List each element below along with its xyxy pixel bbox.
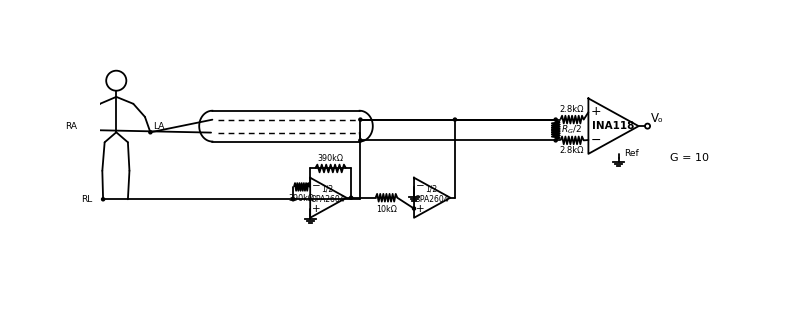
Text: INA118: INA118 [592,121,634,131]
Text: 10kΩ: 10kΩ [376,205,397,214]
Text: +: + [415,204,424,214]
Circle shape [554,139,558,142]
Text: 2.8kΩ: 2.8kΩ [560,146,584,155]
Text: +: + [590,105,602,118]
Circle shape [102,198,105,201]
Circle shape [554,118,558,121]
Circle shape [149,131,152,134]
Circle shape [359,139,362,142]
Circle shape [454,118,457,121]
Text: $R_G/2$: $R_G/2$ [561,124,582,136]
Text: 2.8kΩ: 2.8kΩ [560,105,584,114]
Text: +: + [312,204,320,214]
Text: Ref: Ref [624,149,638,158]
Circle shape [291,198,294,201]
Circle shape [85,128,88,131]
Circle shape [350,196,353,199]
Circle shape [554,128,558,131]
Text: −: − [312,181,321,191]
Text: −: − [590,134,602,147]
Text: 1/2
OPA2604: 1/2 OPA2604 [414,185,449,204]
Text: RL: RL [81,195,92,204]
Text: G = 10: G = 10 [670,153,709,163]
Text: 1/2
OPA2604: 1/2 OPA2604 [310,185,345,204]
Circle shape [413,207,415,210]
Text: Vₒ: Vₒ [651,112,664,125]
Text: RA: RA [65,122,77,131]
Text: 390kΩ: 390kΩ [289,194,314,203]
Circle shape [359,118,362,121]
Text: −: − [415,181,424,191]
Text: 390kΩ: 390kΩ [318,154,344,163]
Text: LA: LA [154,122,165,131]
